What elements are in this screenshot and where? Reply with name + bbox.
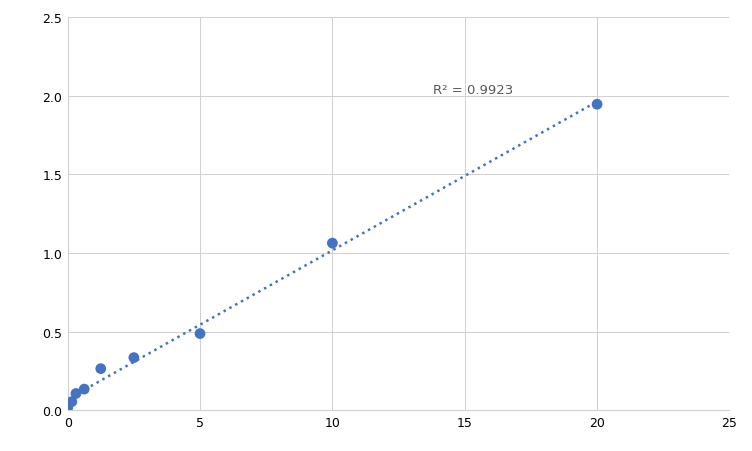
Point [128,354,140,361]
Point [65,398,77,405]
Point [591,101,603,109]
Text: R² = 0.9923: R² = 0.9923 [433,84,513,97]
Point [70,390,82,397]
Point [326,240,338,247]
Point [95,365,107,373]
Point [62,404,74,411]
Point [78,386,90,393]
Point [194,330,206,337]
